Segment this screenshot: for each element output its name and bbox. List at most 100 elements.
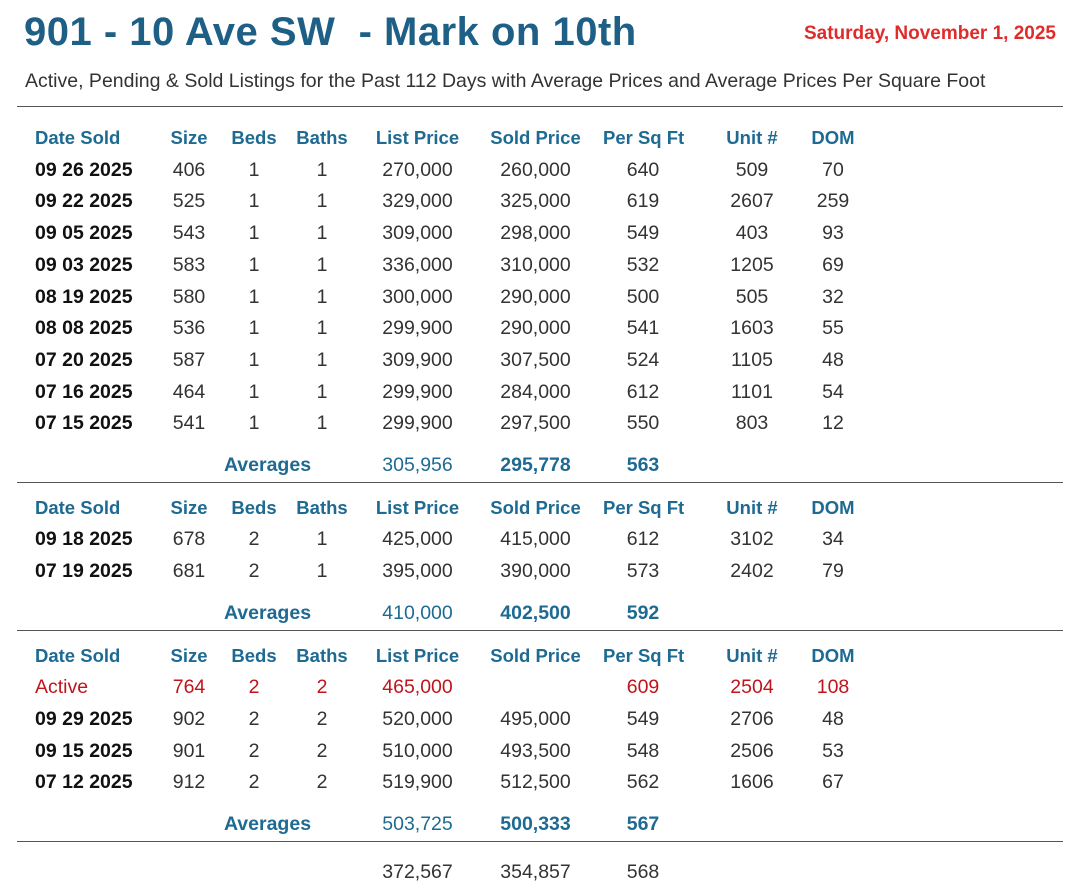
cell-baths: 1 <box>316 158 328 181</box>
column-header-dom: DOM <box>811 127 855 148</box>
cell-psf: 524 <box>626 348 660 371</box>
cell-dom: 67 <box>822 771 844 794</box>
cell-beds: 1 <box>248 190 260 213</box>
cell-beds: 1 <box>248 285 260 308</box>
cell-dom: 108 <box>816 676 850 699</box>
cell-beds: 1 <box>248 412 260 435</box>
listing-row: 08 08 2025 536 1 1 299,900 290,000 541 1603 55 <box>0 314 1080 342</box>
cell-dom: 54 <box>822 380 844 403</box>
cell-sold: 260,000 <box>500 158 571 181</box>
listing-row: 07 19 2025 681 2 1 395,000 390,000 573 2402 79 <box>0 557 1080 585</box>
average-sold: 295,778 <box>500 454 571 476</box>
cell-list: 309,900 <box>382 348 453 371</box>
cell-size: 406 <box>172 158 206 181</box>
column-header-unit: Unit # <box>726 496 778 518</box>
cell-size: 678 <box>172 528 206 551</box>
cell-baths: 2 <box>316 707 328 730</box>
listing-row: 09 29 2025 902 2 2 520,000 495,000 549 2706 48 <box>0 705 1080 733</box>
cell-unit: 2607 <box>730 190 774 213</box>
column-header-beds: Beds <box>231 127 277 148</box>
column-header-sold: Sold Price <box>490 496 581 518</box>
cell-psf: 619 <box>626 190 660 213</box>
cell-list: 425,000 <box>382 528 453 551</box>
cell-size: 464 <box>172 380 206 403</box>
cell-list: 395,000 <box>382 560 453 583</box>
averages-label: Averages <box>223 601 312 624</box>
column-header-size: Size <box>170 644 208 666</box>
average-psf: 563 <box>626 454 660 476</box>
cell-dom: 55 <box>822 317 844 340</box>
cell-dom: 70 <box>822 158 844 181</box>
cell-baths: 1 <box>316 253 328 276</box>
average-sold: 402,500 <box>500 601 571 624</box>
cell-unit: 2402 <box>730 560 774 583</box>
cell-sold: 298,000 <box>500 222 571 245</box>
cell-dom: 93 <box>822 222 844 245</box>
cell-dom: 12 <box>822 412 844 435</box>
column-header-date: Date Sold <box>35 644 121 666</box>
cell-unit: 1603 <box>730 317 774 340</box>
column-header-beds: Beds <box>231 496 277 518</box>
cell-size: 912 <box>172 771 206 794</box>
cell-list: 299,900 <box>382 317 453 340</box>
cell-dom: 48 <box>822 348 844 371</box>
section-divider <box>17 481 1063 483</box>
cell-unit: 803 <box>735 412 769 435</box>
averages-label: Averages <box>223 813 312 835</box>
cell-sold: 310,000 <box>500 253 571 276</box>
cell-date: 08 19 2025 <box>35 285 133 308</box>
cell-baths: 2 <box>316 676 328 699</box>
average-psf: 567 <box>626 813 660 835</box>
cell-baths: 1 <box>316 190 328 213</box>
cell-dom: 69 <box>822 253 844 276</box>
averages-label: Averages <box>223 454 312 476</box>
column-header-list: List Price <box>375 496 460 518</box>
cell-beds: 2 <box>248 528 260 551</box>
cell-size: 580 <box>172 285 206 308</box>
cell-psf: 549 <box>626 222 660 245</box>
cell-baths: 2 <box>316 771 328 794</box>
cell-beds: 1 <box>248 158 260 181</box>
header-divider <box>17 106 1063 107</box>
column-header-list: List Price <box>375 127 460 148</box>
listing-row: 09 03 2025 583 1 1 336,000 310,000 532 1205 69 <box>0 251 1080 279</box>
cell-unit: 1105 <box>731 348 773 371</box>
section-divider <box>17 840 1063 842</box>
cell-list: 465,000 <box>382 676 453 699</box>
cell-beds: 2 <box>248 707 260 730</box>
listing-row: 09 26 2025 406 1 1 270,000 260,000 640 509 70 <box>0 156 1080 184</box>
cell-baths: 1 <box>316 348 328 371</box>
cell-size: 764 <box>172 676 206 699</box>
cell-psf: 548 <box>626 739 660 762</box>
cell-list: 309,000 <box>382 222 453 245</box>
cell-date: 07 15 2025 <box>35 412 133 435</box>
listing-row: 07 15 2025 541 1 1 299,900 297,500 550 803 12 <box>0 409 1080 437</box>
listing-row-active: Active 764 2 2 465,000 609 2504 108 <box>0 673 1080 701</box>
cell-unit: 2506 <box>730 739 774 762</box>
cell-sold: 390,000 <box>500 560 571 583</box>
cell-sold: 284,000 <box>500 380 571 403</box>
page-subtitle: Active, Pending & Sold Listings for the … <box>25 70 986 92</box>
column-header-row: Date Sold Size Beds Baths List Price Sold Pri… <box>0 494 1080 522</box>
cell-beds: 2 <box>248 676 260 699</box>
averages-row: Averages 410,000 402,500 592 <box>0 599 1080 627</box>
listing-row: 09 22 2025 525 1 1 329,000 325,000 619 2607 259 <box>0 187 1080 215</box>
average-psf: 592 <box>626 601 660 624</box>
cell-baths: 2 <box>316 739 328 762</box>
cell-sold: 495,000 <box>500 707 571 730</box>
cell-baths: 1 <box>316 560 328 583</box>
averages-row: Averages 305,956 295,778 563 <box>0 451 1080 479</box>
cell-date: 09 03 2025 <box>35 253 133 276</box>
cell-size: 536 <box>172 317 206 340</box>
cell-date: 09 15 2025 <box>35 739 133 762</box>
cell-baths: 1 <box>316 222 328 245</box>
cell-beds: 1 <box>248 348 260 371</box>
cell-psf: 612 <box>626 528 660 551</box>
cell-beds: 1 <box>248 380 260 403</box>
cell-date: 09 18 2025 <box>35 528 133 551</box>
cell-list: 270,000 <box>382 158 453 181</box>
column-header-date: Date Sold <box>35 127 121 148</box>
cell-date: 07 20 2025 <box>35 348 133 371</box>
column-header-sold: Sold Price <box>490 644 581 666</box>
cell-dom: 259 <box>816 190 850 213</box>
